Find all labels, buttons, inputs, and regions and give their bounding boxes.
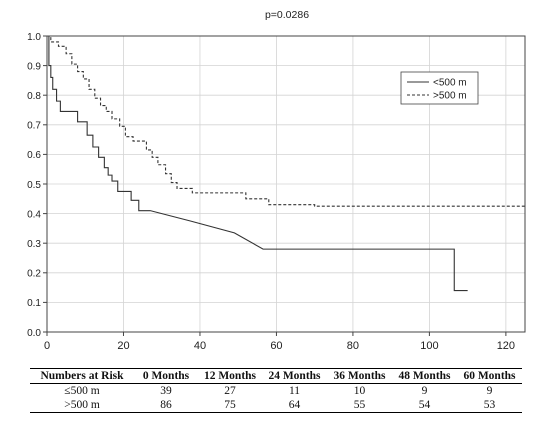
y-tick-label: 0.9 [27, 61, 41, 72]
y-tick-label: 1.0 [27, 32, 41, 43]
risk-header-label: Numbers at Risk [40, 370, 124, 382]
axis-ticks: 0 20 40 60 80 100 120 0.0 0.1 0.2 0.3 0.4 0.5 0.6 0.7 0… [27, 32, 515, 352]
risk-header-24-months: 24 Months [268, 370, 321, 382]
risk-cell: 27 [224, 385, 236, 397]
x-tick-label: 0 [44, 340, 50, 352]
legend-box [400, 71, 479, 105]
x-tick-label: 60 [270, 340, 282, 352]
risk-table-header-row: Numbers at Risk 0 Months 12 Months 24 Mo… [30, 368, 522, 384]
risk-header-0-months: 0 Months [142, 370, 190, 382]
y-tick-label: 0.2 [27, 269, 41, 280]
survival-curve-over-500 [47, 35, 525, 207]
risk-cell: 86 [160, 399, 172, 411]
risk-cell: 54 [418, 399, 431, 411]
risk-header-12-months: 12 Months [203, 370, 257, 382]
risk-cell: 55 [353, 399, 366, 411]
survival-chart: p=0.0286 0 20 40 60 80 100 1200.00.10.20.30.40… [27, 9, 526, 352]
table-row: ≤500 m 39 27 11 10 9 9 [30, 384, 522, 399]
y-tick-label: 0.4 [27, 209, 41, 220]
risk-cell: 39 [160, 385, 172, 397]
survival-curve-under-500 [47, 35, 468, 292]
risk-cell: 53 [483, 399, 496, 411]
legend-label-under-500: <500 m [433, 78, 467, 89]
risk-cell: 64 [288, 399, 301, 411]
legend-label-over-500: >500 m [433, 91, 467, 102]
risk-cell: 9 [421, 385, 428, 397]
y-tick-label: 0.6 [27, 150, 41, 161]
x-tick-label: 120 [497, 340, 515, 352]
numbers-at-risk-table: Numbers at Risk 0 Months 12 Months 24 Mo… [30, 368, 522, 413]
risk-row-label: ≤500 m [64, 385, 100, 397]
risk-cell: 11 [288, 385, 301, 397]
y-tick-label: 0.0 [27, 328, 41, 339]
risk-cell: 10 [353, 385, 366, 397]
x-tick-label: 100 [420, 340, 438, 352]
y-tick-label: 0.7 [27, 121, 41, 132]
series-layer [47, 35, 525, 292]
table-row: >500 m 86 75 64 55 54 53 [30, 398, 522, 413]
risk-cell: 9 [486, 385, 493, 397]
risk-header-60-months: 60 Months [463, 370, 516, 382]
y-tick-label: 0.5 [27, 180, 41, 191]
risk-header-36-months: 36 Months [333, 370, 386, 382]
x-tick-label: 40 [194, 340, 206, 352]
y-tick-label: 0.8 [27, 91, 41, 102]
y-tick-label: 0.1 [27, 298, 41, 309]
chart-title: p=0.0286 [265, 9, 309, 21]
x-tick-label: 20 [117, 340, 129, 352]
x-tick-label: 80 [347, 340, 359, 352]
y-tick-label: 0.3 [27, 239, 41, 250]
risk-row-label: >500 m [64, 399, 100, 411]
risk-cell: 75 [224, 399, 236, 411]
legend: <500 m >500 m [400, 71, 479, 105]
risk-header-48-months: 48 Months [398, 370, 451, 382]
